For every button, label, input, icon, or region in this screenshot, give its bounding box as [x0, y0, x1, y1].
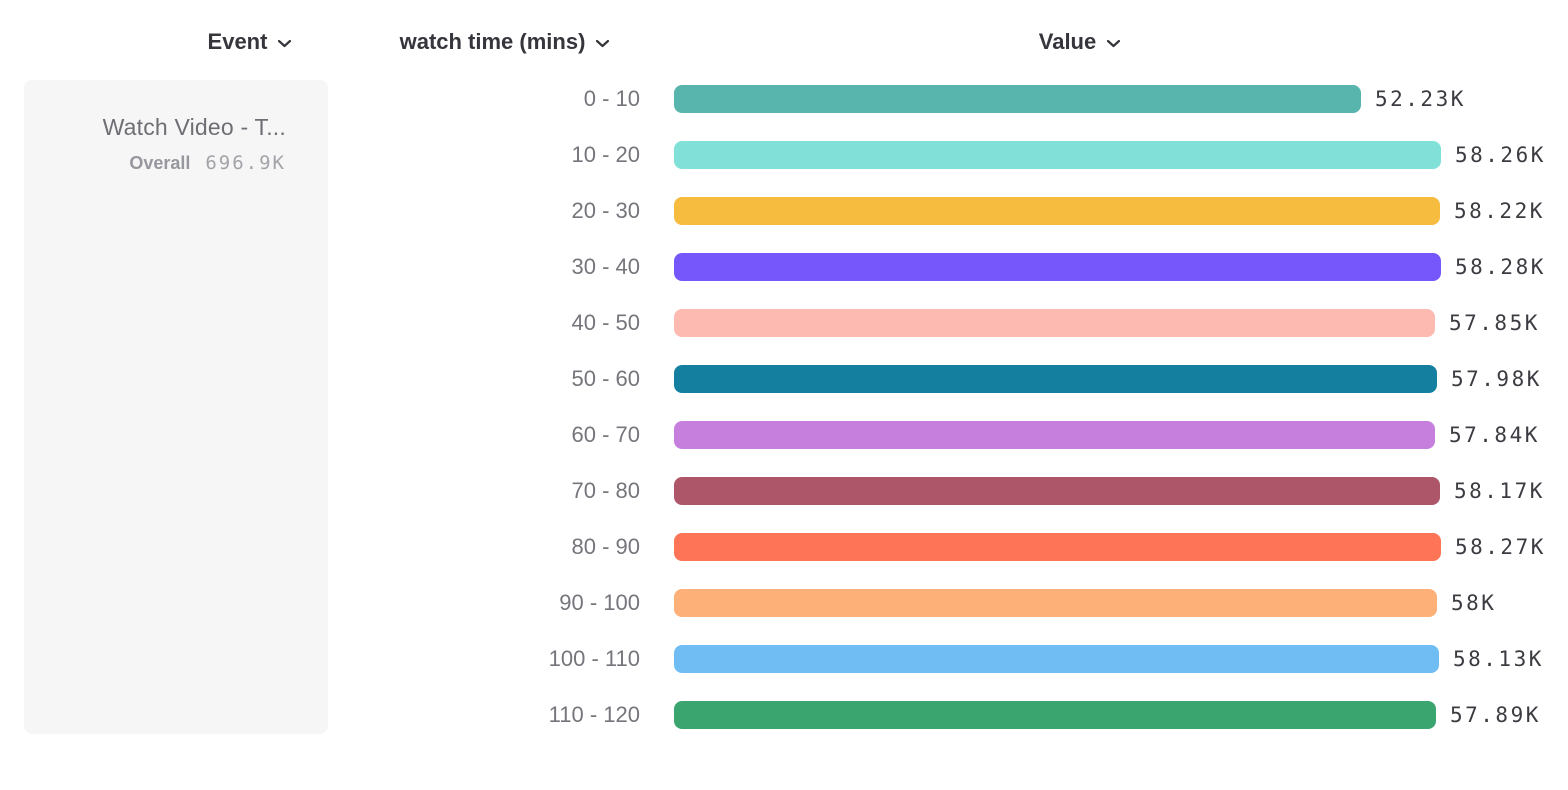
chart-row: 40 - 50 57.85K	[0, 295, 1568, 351]
bar-segment[interactable]	[674, 533, 1441, 561]
bar-segment[interactable]	[674, 309, 1435, 337]
bucket-label: 40 - 50	[571, 310, 641, 335]
bucket-label: 20 - 30	[571, 198, 641, 223]
chevron-down-icon	[1106, 39, 1121, 48]
bucket-label: 90 - 100	[559, 590, 640, 615]
bucket-label: 110 - 120	[548, 702, 640, 727]
event-column-header[interactable]: Event	[160, 26, 340, 58]
bucket-label: 100 - 110	[548, 646, 640, 671]
value-column-label: Value	[1038, 29, 1097, 54]
bar-segment[interactable]	[674, 645, 1439, 673]
overall-value: 696.9K	[205, 152, 286, 174]
chart-row: 100 - 110 58.13K	[0, 631, 1568, 687]
bar-segment[interactable]	[674, 701, 1436, 729]
bar-segment[interactable]	[674, 253, 1441, 281]
bar-value-label: 58.17K	[1454, 479, 1545, 503]
bucket-label: 0 - 10	[583, 86, 640, 111]
bucket-label: 60 - 70	[571, 422, 641, 447]
chart-row: 110 - 120 57.89K	[0, 687, 1568, 743]
bar-segment[interactable]	[674, 477, 1440, 505]
bar-value-label: 57.84K	[1449, 423, 1540, 447]
bar-value-label: 58K	[1451, 591, 1497, 615]
bucket-label: 80 - 90	[571, 534, 641, 559]
breakdown-column-header[interactable]: watch time (mins)	[360, 26, 650, 58]
event-column-label: Event	[207, 29, 268, 54]
value-column-header[interactable]: Value	[1000, 26, 1160, 58]
chart-row: 50 - 60 57.98K	[0, 351, 1568, 407]
event-card[interactable]: Watch Video - T... Overall 696.9K	[24, 80, 328, 734]
bar-value-label: 58.22K	[1454, 199, 1545, 223]
bar-value-label: 58.28K	[1455, 255, 1546, 279]
breakdown-column-label: watch time (mins)	[399, 29, 586, 54]
chart-row: 20 - 30 58.22K	[0, 183, 1568, 239]
bar-value-label: 58.26K	[1455, 143, 1546, 167]
bar-segment[interactable]	[674, 589, 1437, 617]
bar-value-label: 58.13K	[1453, 647, 1544, 671]
chart-row: 90 - 100 58K	[0, 575, 1568, 631]
overall-label: Overall	[129, 153, 191, 173]
bar-segment[interactable]	[674, 141, 1441, 169]
chart-row: 70 - 80 58.17K	[0, 463, 1568, 519]
chart-row: 10 - 20 58.26K	[0, 127, 1568, 183]
bar-value-label: 52.23K	[1375, 87, 1466, 111]
event-title: Watch Video - T...	[102, 114, 286, 140]
bucket-label: 10 - 20	[571, 142, 641, 167]
bar-value-label: 57.89K	[1450, 703, 1541, 727]
bar-value-label: 58.27K	[1455, 535, 1546, 559]
bar-chart: 0 - 10 52.23K 10 - 20 58.26K 20 - 30 58.…	[0, 71, 1568, 743]
bucket-label: 50 - 60	[571, 366, 641, 391]
bar-value-label: 57.85K	[1449, 311, 1540, 335]
chevron-down-icon	[595, 39, 610, 48]
bucket-label: 70 - 80	[571, 478, 641, 503]
chevron-down-icon	[277, 39, 292, 48]
bar-segment[interactable]	[674, 421, 1435, 449]
bucket-label: 30 - 40	[571, 254, 641, 279]
bar-segment[interactable]	[674, 197, 1440, 225]
chart-row: 60 - 70 57.84K	[0, 407, 1568, 463]
bar-segment[interactable]	[674, 365, 1437, 393]
chart-row: 0 - 10 52.23K	[0, 71, 1568, 127]
bar-value-label: 57.98K	[1451, 367, 1542, 391]
bar-segment[interactable]	[674, 85, 1361, 113]
chart-row: 30 - 40 58.28K	[0, 239, 1568, 295]
chart-row: 80 - 90 58.27K	[0, 519, 1568, 575]
